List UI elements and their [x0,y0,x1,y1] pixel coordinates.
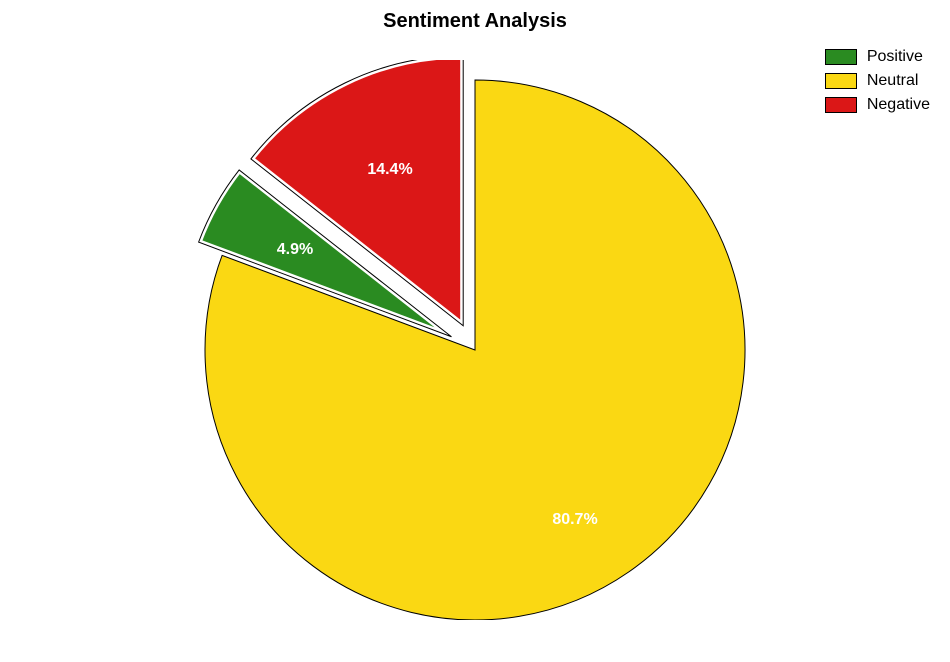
legend-item-negative: Negative [825,96,930,114]
legend-swatch [825,73,857,89]
legend-label: Neutral [867,72,919,90]
chart-title: Sentiment Analysis [383,10,567,33]
slice-label-negative: 14.4% [367,161,412,179]
slice-label-neutral: 80.7% [552,511,597,529]
legend: Positive Neutral Negative [825,48,930,114]
slice-label-positive: 4.9% [277,241,313,259]
legend-label: Positive [867,48,923,66]
legend-swatch [825,49,857,65]
legend-swatch [825,97,857,113]
legend-label: Negative [867,96,930,114]
pie-chart: 80.7% 4.9% 14.4% [195,60,755,620]
legend-item-positive: Positive [825,48,930,66]
legend-item-neutral: Neutral [825,72,930,90]
